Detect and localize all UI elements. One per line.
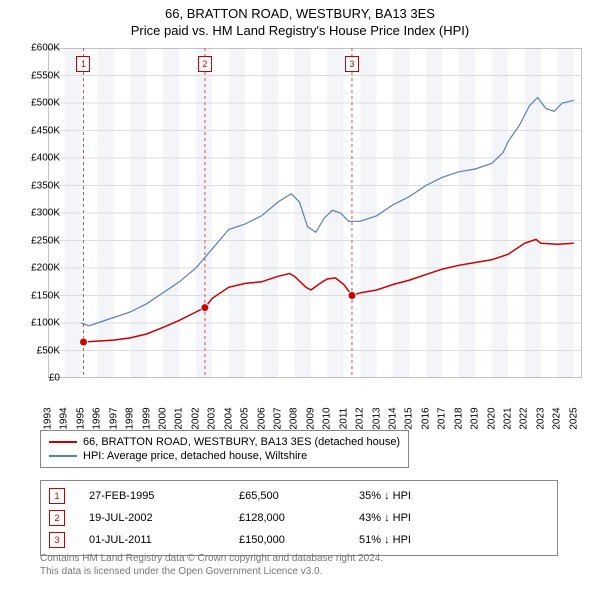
y-tick-label: £0 (18, 373, 60, 384)
legend-item: 66, BRATTON ROAD, WESTBURY, BA13 3ES (de… (49, 435, 400, 449)
x-tick-label: 1995 (75, 404, 86, 434)
x-tick-label: 2017 (437, 404, 448, 434)
x-tick-label: 2016 (420, 404, 431, 434)
sales-table-row: 1 27-FEB-1995£65,50035% ↓ HPI (49, 485, 549, 507)
x-tick-label: 1994 (59, 404, 70, 434)
x-tick-label: 2012 (355, 404, 366, 434)
x-tick-label: 2008 (289, 404, 300, 434)
x-tick-label: 2000 (158, 404, 169, 434)
x-tick-label: 2015 (404, 404, 415, 434)
legend-label: 66, BRATTON ROAD, WESTBURY, BA13 3ES (de… (83, 436, 400, 448)
sales-row-hpi-delta: 35% ↓ HPI (359, 490, 549, 502)
x-tick-label: 2014 (388, 404, 399, 434)
legend-label: HPI: Average price, detached house, Wilt… (83, 450, 307, 462)
y-tick-label: £450K (18, 125, 60, 136)
y-tick-label: £350K (18, 180, 60, 191)
x-tick-label: 2009 (305, 404, 316, 434)
sales-row-hpi-delta: 43% ↓ HPI (359, 512, 549, 524)
x-tick-label: 2022 (519, 404, 530, 434)
sales-row-date: 27-FEB-1995 (89, 490, 239, 502)
x-tick-label: 1997 (108, 404, 119, 434)
x-tick-label: 2005 (240, 404, 251, 434)
sales-table-row: 3 01-JUL-2011£150,00051% ↓ HPI (49, 529, 549, 551)
sales-row-index: 2 (49, 510, 65, 526)
sales-row-date: 01-JUL-2011 (89, 534, 239, 546)
chart-plot-area (48, 48, 582, 378)
x-tick-label: 2013 (371, 404, 382, 434)
sale-marker-box: 1 (76, 56, 90, 72)
y-tick-label: £400K (18, 153, 60, 164)
x-tick-label: 2003 (207, 404, 218, 434)
x-tick-label: 1999 (141, 404, 152, 434)
x-tick-label: 2020 (486, 404, 497, 434)
sale-marker-box: 3 (345, 56, 359, 72)
sales-row-index: 1 (49, 488, 65, 504)
y-tick-label: £250K (18, 235, 60, 246)
sales-row-hpi-delta: 51% ↓ HPI (359, 534, 549, 546)
x-tick-label: 2023 (535, 404, 546, 434)
sales-row-date: 19-JUL-2002 (89, 512, 239, 524)
legend-item: HPI: Average price, detached house, Wilt… (49, 449, 400, 463)
sales-row-price: £150,000 (239, 534, 359, 546)
y-tick-label: £600K (18, 43, 60, 54)
x-tick-label: 2011 (338, 404, 349, 434)
y-tick-label: £50K (18, 345, 60, 356)
x-tick-label: 2024 (552, 404, 563, 434)
legend-swatch (49, 441, 77, 443)
x-tick-label: 1998 (125, 404, 136, 434)
x-tick-label: 1993 (43, 404, 54, 434)
x-tick-label: 1996 (92, 404, 103, 434)
y-tick-label: £550K (18, 70, 60, 81)
footer-line: This data is licensed under the Open Gov… (40, 565, 383, 578)
x-tick-label: 2025 (568, 404, 579, 434)
footer-attribution: Contains HM Land Registry data © Crown c… (40, 552, 383, 578)
sales-row-price: £65,500 (239, 490, 359, 502)
sales-table: 1 27-FEB-1995£65,50035% ↓ HPI 2 19-JUL-2002… (40, 480, 558, 556)
sales-table-row: 2 19-JUL-2002£128,00043% ↓ HPI (49, 507, 549, 529)
sales-row-index: 3 (49, 532, 65, 548)
y-tick-label: £100K (18, 318, 60, 329)
x-tick-label: 2007 (273, 404, 284, 434)
chart-subtitle: Price paid vs. HM Land Registry's House … (0, 21, 600, 44)
chart-container: 66, BRATTON ROAD, WESTBURY, BA13 3ES Pri… (0, 0, 600, 590)
footer-line: Contains HM Land Registry data © Crown c… (40, 552, 383, 565)
x-tick-label: 2006 (256, 404, 267, 434)
y-tick-label: £200K (18, 263, 60, 274)
x-tick-label: 2004 (223, 404, 234, 434)
x-tick-label: 2019 (470, 404, 481, 434)
legend: 66, BRATTON ROAD, WESTBURY, BA13 3ES (de… (40, 430, 409, 468)
sale-marker-box: 2 (198, 56, 212, 72)
x-tick-label: 2002 (190, 404, 201, 434)
chart-title: 66, BRATTON ROAD, WESTBURY, BA13 3ES (0, 0, 600, 21)
y-tick-label: £300K (18, 208, 60, 219)
legend-swatch (49, 455, 77, 457)
x-tick-label: 2001 (174, 404, 185, 434)
x-tick-label: 2021 (503, 404, 514, 434)
y-tick-label: £500K (18, 98, 60, 109)
sales-row-price: £128,000 (239, 512, 359, 524)
x-tick-label: 2010 (322, 404, 333, 434)
y-tick-label: £150K (18, 290, 60, 301)
chart-svg (48, 48, 582, 378)
x-tick-label: 2018 (453, 404, 464, 434)
